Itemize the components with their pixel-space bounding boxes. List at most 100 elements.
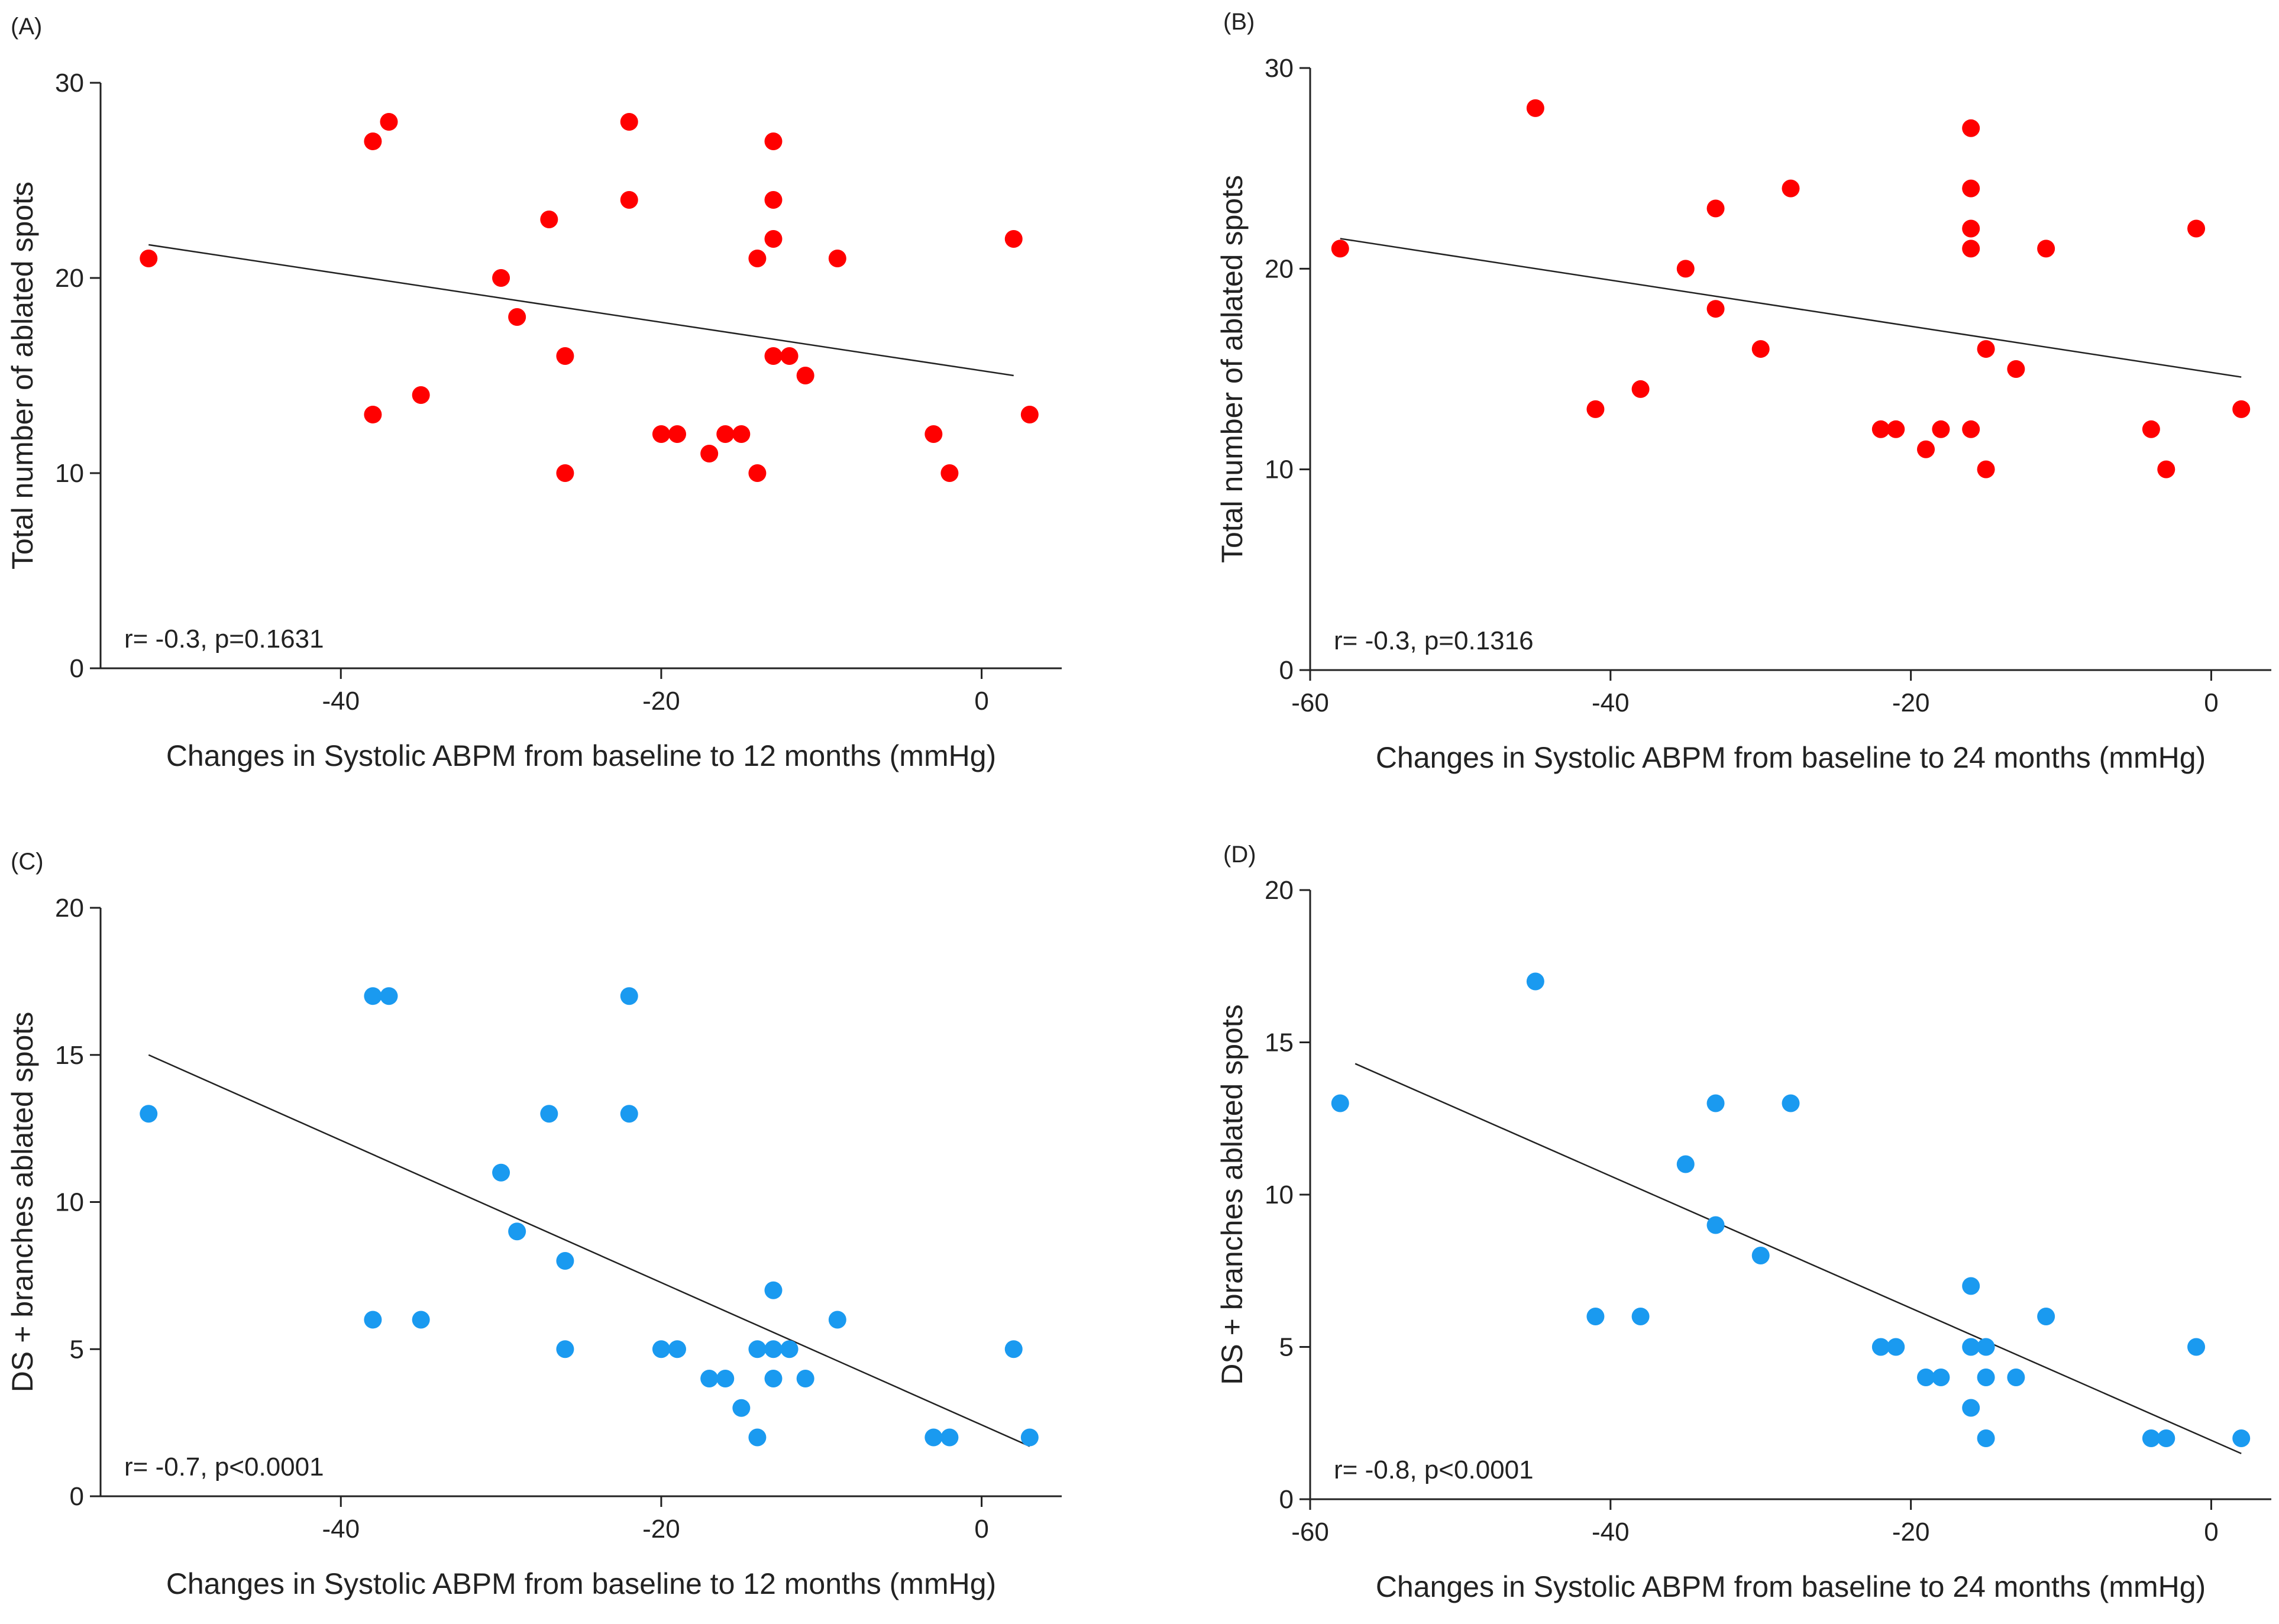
regression-line [148, 244, 1014, 377]
data-point [1962, 1338, 1980, 1356]
data-point [2187, 219, 2206, 238]
x-tick-label: -60 [1291, 1518, 1329, 1547]
data-point [492, 269, 510, 287]
data-point [364, 1311, 382, 1329]
x-axis-title: Changes in Systolic ABPM from baseline t… [166, 1567, 996, 1600]
y-tick-label: 5 [70, 1335, 84, 1364]
correlation-stat: r= -0.3, p=0.1316 [1334, 626, 1534, 655]
data-point [796, 1370, 814, 1387]
y-tick-label: 30 [1265, 54, 1294, 83]
data-point [1871, 1338, 1890, 1356]
data-point [1887, 420, 1905, 438]
y-tick-label: 15 [1265, 1028, 1294, 1057]
y-tick-label: 15 [55, 1041, 84, 1070]
data-point [1706, 1216, 1725, 1234]
data-point [764, 1340, 783, 1358]
y-tick-label: 30 [55, 69, 84, 98]
y-tick-label: 20 [1265, 254, 1294, 283]
data-point [924, 1428, 943, 1447]
data-point [1962, 240, 1980, 258]
x-tick-label: -40 [322, 687, 360, 716]
data-point [1917, 1369, 1935, 1386]
data-point [1526, 972, 1544, 991]
x-axis-title: Changes in Systolic ABPM from baseline t… [166, 739, 996, 772]
data-point [380, 987, 398, 1005]
data-point [1331, 1094, 1349, 1112]
data-point [2157, 460, 2175, 478]
data-point [2187, 1338, 2206, 1356]
data-point [748, 1340, 767, 1358]
data-point [748, 250, 767, 267]
data-point [2142, 1429, 2160, 1447]
data-point [556, 464, 574, 482]
data-point [1331, 240, 1349, 258]
y-axis-title: DS + branches ablated spots [6, 1012, 39, 1392]
data-point [700, 445, 719, 462]
data-point [1977, 460, 1995, 478]
data-point [1977, 1429, 1995, 1447]
data-point [716, 1370, 735, 1387]
data-point [540, 211, 558, 228]
y-tick-label: 10 [1265, 1180, 1294, 1209]
data-point [380, 113, 398, 131]
data-point [924, 425, 943, 443]
data-point [828, 1311, 846, 1329]
data-point [732, 1399, 751, 1417]
panel-c: (C) 0 5 10 15 20 -40 -20 0 Changes in Systolic AB… [6, 849, 1062, 1600]
data-point [1676, 260, 1695, 278]
data-point [508, 1222, 526, 1241]
data-point [796, 367, 814, 384]
data-point [668, 425, 686, 443]
data-point [732, 425, 751, 443]
regression-line [148, 1054, 1030, 1447]
y-tick-label: 20 [55, 894, 84, 923]
correlation-stat: r= -0.7, p<0.0001 [124, 1452, 324, 1481]
data-point [140, 250, 158, 267]
x-tick-label: -20 [642, 687, 680, 716]
data-point [2232, 400, 2251, 418]
data-point [652, 1340, 670, 1358]
panel-b: (B) 0 10 20 30 -60 -40 -20 0 Changes in Systolic … [1216, 9, 2271, 774]
data-point [1751, 1247, 1770, 1264]
data-point [1020, 406, 1039, 423]
correlation-stat: r= -0.8, p<0.0001 [1334, 1455, 1534, 1484]
data-point [2142, 420, 2160, 438]
x-tick-label: -60 [1291, 688, 1329, 717]
data-point [700, 1370, 719, 1387]
panel-d: (D) 0 5 10 15 20 -60 -40 -20 0 Changes in Systolic… [1216, 842, 2271, 1603]
data-point [2157, 1429, 2175, 1447]
data-point [140, 1105, 158, 1123]
data-point [1977, 1369, 1995, 1386]
data-point [1004, 1340, 1023, 1358]
data-point [364, 406, 382, 423]
data-point [1887, 1338, 1905, 1356]
data-point [1932, 420, 1950, 438]
panel-label: (A) [11, 14, 42, 40]
data-point [508, 308, 526, 326]
y-tick-label: 10 [1265, 455, 1294, 484]
data-point [1706, 300, 1725, 318]
data-point [764, 1370, 783, 1387]
correlation-stat: r= -0.3, p=0.1631 [124, 625, 324, 654]
data-point [780, 347, 799, 365]
data-point [2007, 360, 2025, 378]
x-tick-label: -40 [1592, 688, 1630, 717]
data-point [764, 191, 783, 209]
data-point [556, 1252, 574, 1270]
x-axis-title: Changes in Systolic ABPM from baseline t… [1376, 741, 2206, 774]
data-point [364, 132, 382, 150]
data-point [2007, 1369, 2025, 1386]
data-point [412, 1311, 430, 1329]
y-tick-label: 0 [70, 654, 84, 683]
data-point [412, 386, 430, 404]
data-point [556, 1340, 574, 1358]
data-point [764, 132, 783, 150]
data-point [716, 425, 735, 443]
data-point [620, 113, 638, 131]
x-tick-label: -40 [322, 1515, 360, 1544]
y-tick-label: 20 [1265, 876, 1294, 905]
panel-a: (A) 0 10 20 30 -40 -20 0 Changes in Systolic ABP… [6, 14, 1062, 772]
y-tick-label: 0 [70, 1482, 84, 1511]
